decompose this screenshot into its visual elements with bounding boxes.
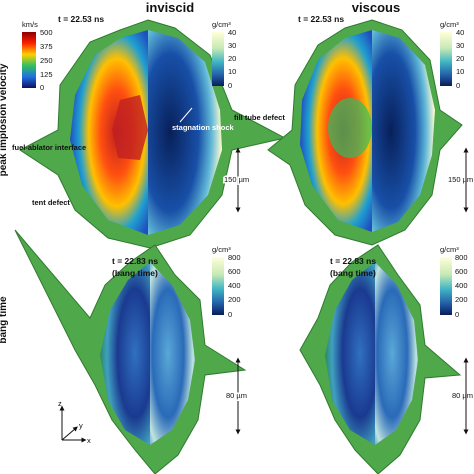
simulation-image bbox=[267, 19, 463, 246]
colorbar-tick: 400 bbox=[228, 281, 241, 290]
colorbar-tick: 40 bbox=[456, 28, 464, 37]
axis-label: z bbox=[58, 399, 62, 408]
scale-label: 150 µm bbox=[224, 175, 249, 184]
simulation-image bbox=[19, 19, 287, 249]
annotation: fuel-ablator interface bbox=[12, 143, 86, 152]
colorbar-tick: 30 bbox=[456, 41, 464, 50]
colorbar-tick: 0 bbox=[455, 310, 459, 319]
time-label: t = 22.83 ns bbox=[112, 256, 158, 266]
simulation-image bbox=[14, 229, 247, 474]
colorbar-tick: 600 bbox=[455, 267, 468, 276]
column-title: viscous bbox=[352, 0, 400, 15]
axes-triad: z y x bbox=[58, 399, 91, 445]
scale-label: 150 µm bbox=[448, 175, 473, 184]
colorbar bbox=[440, 257, 452, 315]
colorbar-unit: g/cm³ bbox=[212, 20, 231, 29]
colorbar bbox=[212, 257, 224, 315]
time-label: t = 22.53 ns bbox=[298, 14, 344, 24]
colorbar-tick: 0 bbox=[40, 83, 44, 92]
colorbar-tick: 200 bbox=[228, 295, 241, 304]
row-label: peak implosion velocity bbox=[0, 63, 9, 176]
time-note: (bang time) bbox=[112, 268, 158, 278]
annotation: stagnation shock bbox=[172, 123, 235, 132]
colorbar bbox=[440, 32, 452, 86]
colorbar-tick: 40 bbox=[228, 28, 236, 37]
time-note: (bang time) bbox=[330, 268, 376, 278]
time-label: t = 22.53 ns bbox=[58, 14, 104, 24]
annotation: fill tube defect bbox=[234, 113, 285, 122]
scale-label: 80 µm bbox=[452, 391, 473, 400]
row-label: bang time bbox=[0, 296, 9, 344]
colorbar bbox=[212, 32, 224, 86]
colorbar-tick: 0 bbox=[228, 81, 232, 90]
column-title: inviscid bbox=[146, 0, 194, 15]
colorbar-tick: 500 bbox=[40, 28, 53, 37]
colorbar-tick: 10 bbox=[228, 67, 236, 76]
colorbar-tick: 400 bbox=[455, 281, 468, 290]
colorbar-tick: 800 bbox=[455, 253, 468, 262]
colorbar-tick: 10 bbox=[456, 67, 464, 76]
colorbar-tick: 375 bbox=[40, 42, 53, 51]
colorbar-tick: 0 bbox=[456, 81, 460, 90]
colorbar-tick: 0 bbox=[228, 310, 232, 319]
colorbar-tick: 125 bbox=[40, 70, 53, 79]
colorbar-tick: 800 bbox=[228, 253, 241, 262]
colorbar-unit: g/cm³ bbox=[440, 245, 459, 254]
colorbar-tick: 600 bbox=[228, 267, 241, 276]
colorbar-tick: 20 bbox=[228, 54, 236, 63]
scale-label: 80 µm bbox=[226, 391, 247, 400]
colorbar-unit: g/cm³ bbox=[212, 245, 231, 254]
time-label: t = 22.83 ns bbox=[330, 256, 376, 266]
colorbar-unit: g/cm³ bbox=[440, 20, 459, 29]
colorbar-tick: 250 bbox=[40, 56, 53, 65]
annotation: tent defect bbox=[32, 198, 70, 207]
colorbar-tick: 20 bbox=[456, 54, 464, 63]
colorbar-unit: km/s bbox=[22, 20, 38, 29]
simulation-image bbox=[299, 244, 462, 474]
axis-label: y bbox=[79, 421, 83, 430]
colorbar-tick: 200 bbox=[455, 295, 468, 304]
axis-label: x bbox=[87, 436, 91, 445]
colorbar-tick: 30 bbox=[228, 41, 236, 50]
colorbar bbox=[22, 32, 36, 88]
